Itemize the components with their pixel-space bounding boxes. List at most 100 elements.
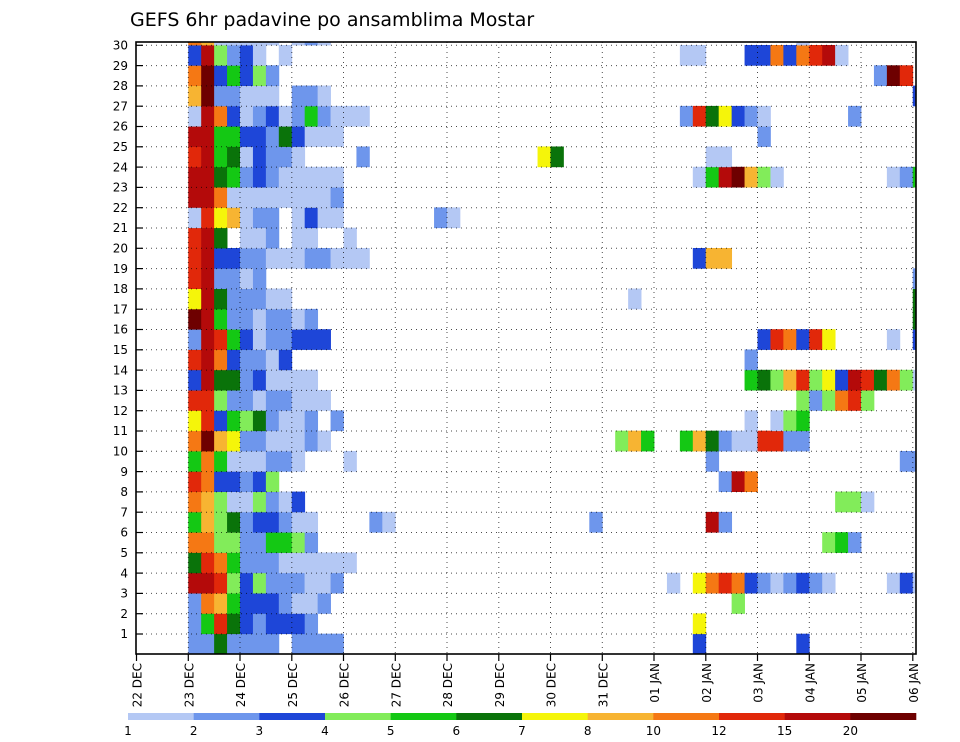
heatmap-cell	[783, 410, 797, 432]
heatmap-cell	[317, 248, 331, 269]
heatmap-cell	[201, 593, 215, 614]
heatmap-cell	[899, 451, 914, 472]
heatmap-cell	[252, 613, 267, 635]
heatmap-cell	[265, 390, 280, 411]
heatmap-cell	[227, 329, 241, 350]
heatmap-cell	[240, 349, 254, 371]
colorbar-label: 1	[124, 724, 132, 738]
heatmap-cell	[718, 430, 733, 452]
y-tick-label: 11	[113, 424, 128, 438]
heatmap-cell	[227, 532, 241, 553]
heatmap-cell	[692, 613, 707, 635]
heatmap-cell	[265, 451, 280, 472]
heatmap-cell	[201, 146, 215, 168]
heatmap-cell	[252, 65, 267, 86]
colorbar-label: 2	[190, 724, 198, 738]
heatmap-cell	[265, 126, 280, 147]
heatmap-cell	[278, 430, 293, 452]
y-tick-label: 2	[120, 607, 128, 621]
heatmap-cell	[227, 85, 241, 107]
heatmap-cell	[227, 430, 241, 452]
y-tick-label: 10	[113, 445, 128, 459]
heatmap-cell	[291, 369, 306, 391]
colorbar-label: 8	[584, 724, 592, 738]
heatmap-cell	[291, 390, 306, 411]
x-tick-label: 06 JAN	[907, 663, 921, 703]
heatmap-cell	[214, 65, 228, 86]
heatmap-cell	[188, 552, 202, 574]
heatmap-cell	[201, 126, 215, 147]
heatmap-cell	[770, 410, 784, 432]
heatmap-cell	[291, 248, 306, 269]
heatmap-cell	[278, 532, 293, 553]
heatmap-cell	[278, 248, 293, 269]
heatmap-cell	[252, 45, 267, 66]
heatmap-cell	[835, 491, 849, 513]
heatmap-cell	[201, 390, 215, 411]
colorbar-swatch	[653, 713, 720, 720]
heatmap-cell	[291, 207, 306, 229]
heatmap-cell	[628, 288, 642, 310]
y-tick-labels: 1234567891011121314151617181920212223242…	[113, 39, 128, 642]
heatmap-cell	[886, 572, 901, 594]
heatmap-cell	[240, 329, 254, 350]
x-tick-label: 30 DEC	[545, 663, 559, 707]
heatmap-cell	[873, 369, 888, 391]
heatmap-cell	[628, 430, 642, 452]
heatmap-cell	[252, 105, 267, 127]
heatmap-cell	[692, 166, 707, 188]
heatmap-cell	[214, 613, 228, 635]
heatmap-cells	[188, 42, 917, 655]
heatmap-cell	[188, 207, 202, 229]
heatmap-cell	[317, 593, 331, 614]
colorbar-swatch	[522, 713, 588, 720]
heatmap-cell	[201, 65, 215, 86]
heatmap-cell	[822, 572, 836, 594]
heatmap-cell	[214, 146, 228, 168]
heatmap-cell	[861, 390, 875, 411]
y-tick-label: 20	[113, 242, 128, 256]
heatmap-cell	[240, 308, 254, 330]
heatmap-cell	[252, 268, 267, 289]
heatmap-cell	[382, 511, 396, 533]
y-tick-label: 25	[113, 140, 128, 154]
heatmap-cell	[796, 390, 810, 411]
heatmap-cell	[343, 227, 357, 249]
heatmap-cell	[252, 207, 267, 229]
heatmap-cell	[705, 430, 720, 452]
heatmap-cell	[201, 248, 215, 269]
heatmap-cell	[252, 248, 267, 269]
y-tick-label: 15	[113, 343, 128, 357]
heatmap-cell	[744, 572, 758, 594]
heatmap-cell	[291, 633, 306, 655]
heatmap-cell	[214, 105, 228, 127]
heatmap-cell	[718, 166, 733, 188]
heatmap-cell	[278, 451, 293, 472]
heatmap-cell	[278, 369, 293, 391]
heatmap-cell	[214, 227, 228, 249]
heatmap-cell	[291, 166, 306, 188]
heatmap-cell	[201, 85, 215, 107]
heatmap-cell	[240, 248, 254, 269]
heatmap-cell	[188, 491, 202, 513]
colorbar-swatch	[325, 713, 391, 720]
heatmap-cell	[278, 593, 293, 614]
heatmap-cell	[796, 572, 810, 594]
x-tick-label: 27 DEC	[389, 663, 403, 707]
heatmap-cell	[304, 227, 319, 249]
heatmap-cell	[252, 85, 267, 107]
heatmap-cell	[252, 410, 267, 432]
heatmap-cell	[201, 349, 215, 371]
heatmap-cell	[718, 511, 733, 533]
heatmap-cell	[240, 451, 254, 472]
heatmap-cell	[201, 268, 215, 289]
heatmap-cell	[822, 390, 836, 411]
heatmap-cell	[240, 126, 254, 147]
colorbar-label: 10	[646, 724, 661, 738]
heatmap-cell	[227, 349, 241, 371]
colorbar: 1 2 3 4 5 6 7 8 10 12 15 20	[124, 713, 917, 738]
heatmap-cell	[252, 552, 267, 574]
heatmap-cell	[201, 471, 215, 492]
colorbar-swatch	[259, 713, 326, 720]
